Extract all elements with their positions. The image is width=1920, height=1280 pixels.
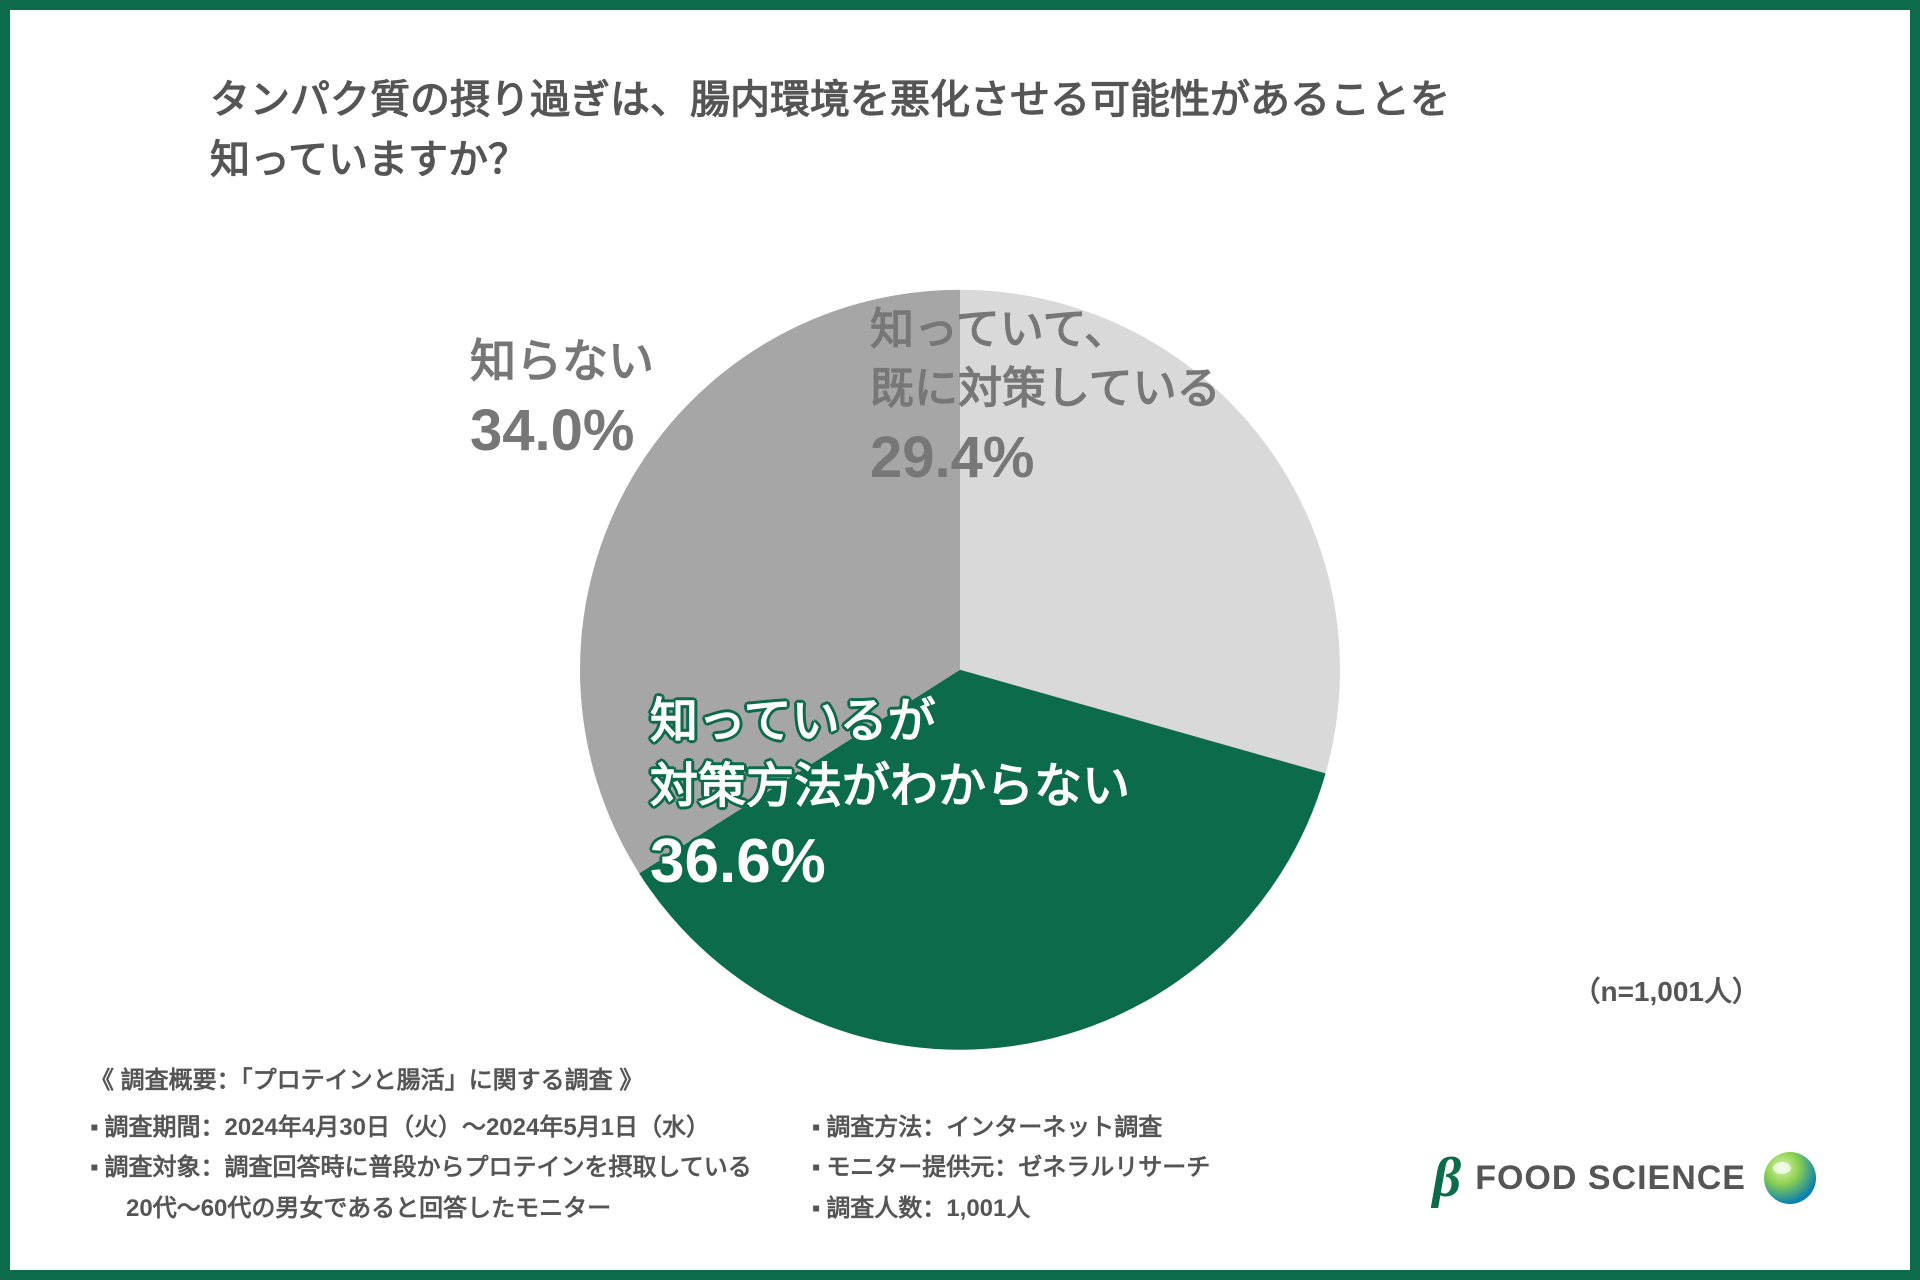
footer-line: 調査方法：インターネット調査 — [812, 1108, 1211, 1149]
logo-text: FOOD SCIENCE — [1475, 1159, 1746, 1198]
chart-frame: タンパク質の摂り過ぎは、腸内環境を悪化させる可能性があることを 知っていますか？… — [0, 0, 1920, 1280]
sample-size-note: （n=1,001人） — [1572, 970, 1760, 1010]
footer-columns: 調査期間：2024年4月30日（火）～2024年5月1日（水）調査対象：調査回答… — [90, 1108, 1210, 1230]
brand-logo: β FOOD SCIENCE — [1433, 1146, 1821, 1210]
title-line-2: 知っていますか？ — [210, 138, 528, 182]
pie-label-know_act: 知っていて、既に対策している29.4% — [870, 300, 1221, 497]
footer-line: 20代～60代の男女であると回答したモニター — [90, 1189, 752, 1230]
footer-line: 調査期間：2024年4月30日（火）～2024年5月1日（水） — [90, 1108, 752, 1149]
footer-col-1: 調査期間：2024年4月30日（火）～2024年5月1日（水）調査対象：調査回答… — [90, 1108, 752, 1230]
pie-label-dont_know: 知らない34.0% — [470, 330, 654, 470]
footer-heading: 《 調査概要：「プロテインと腸活」に関する調査 》 — [90, 1061, 1210, 1102]
footer-line: モニター提供元：ゼネラルリサーチ — [812, 1148, 1211, 1189]
footer-line: 調査人数：1,001人 — [812, 1189, 1211, 1230]
pie-label-know_noact: 知っているが対策方法がわからない36.6% — [650, 690, 1130, 903]
chart-title: タンパク質の摂り過ぎは、腸内環境を悪化させる可能性があることを 知っていますか？ — [210, 70, 1710, 190]
title-line-1: タンパク質の摂り過ぎは、腸内環境を悪化させる可能性があることを — [210, 78, 1450, 122]
logo-orb-icon — [1760, 1148, 1820, 1208]
logo-beta-icon: β — [1433, 1146, 1462, 1210]
footer-line: 調査対象：調査回答時に普段からプロテインを摂取している — [90, 1148, 752, 1189]
survey-footer: 《 調査概要：「プロテインと腸活」に関する調査 》 調査期間：2024年4月30… — [90, 1061, 1210, 1230]
footer-col-2: 調査方法：インターネット調査モニター提供元：ゼネラルリサーチ調査人数：1,001… — [812, 1108, 1211, 1230]
